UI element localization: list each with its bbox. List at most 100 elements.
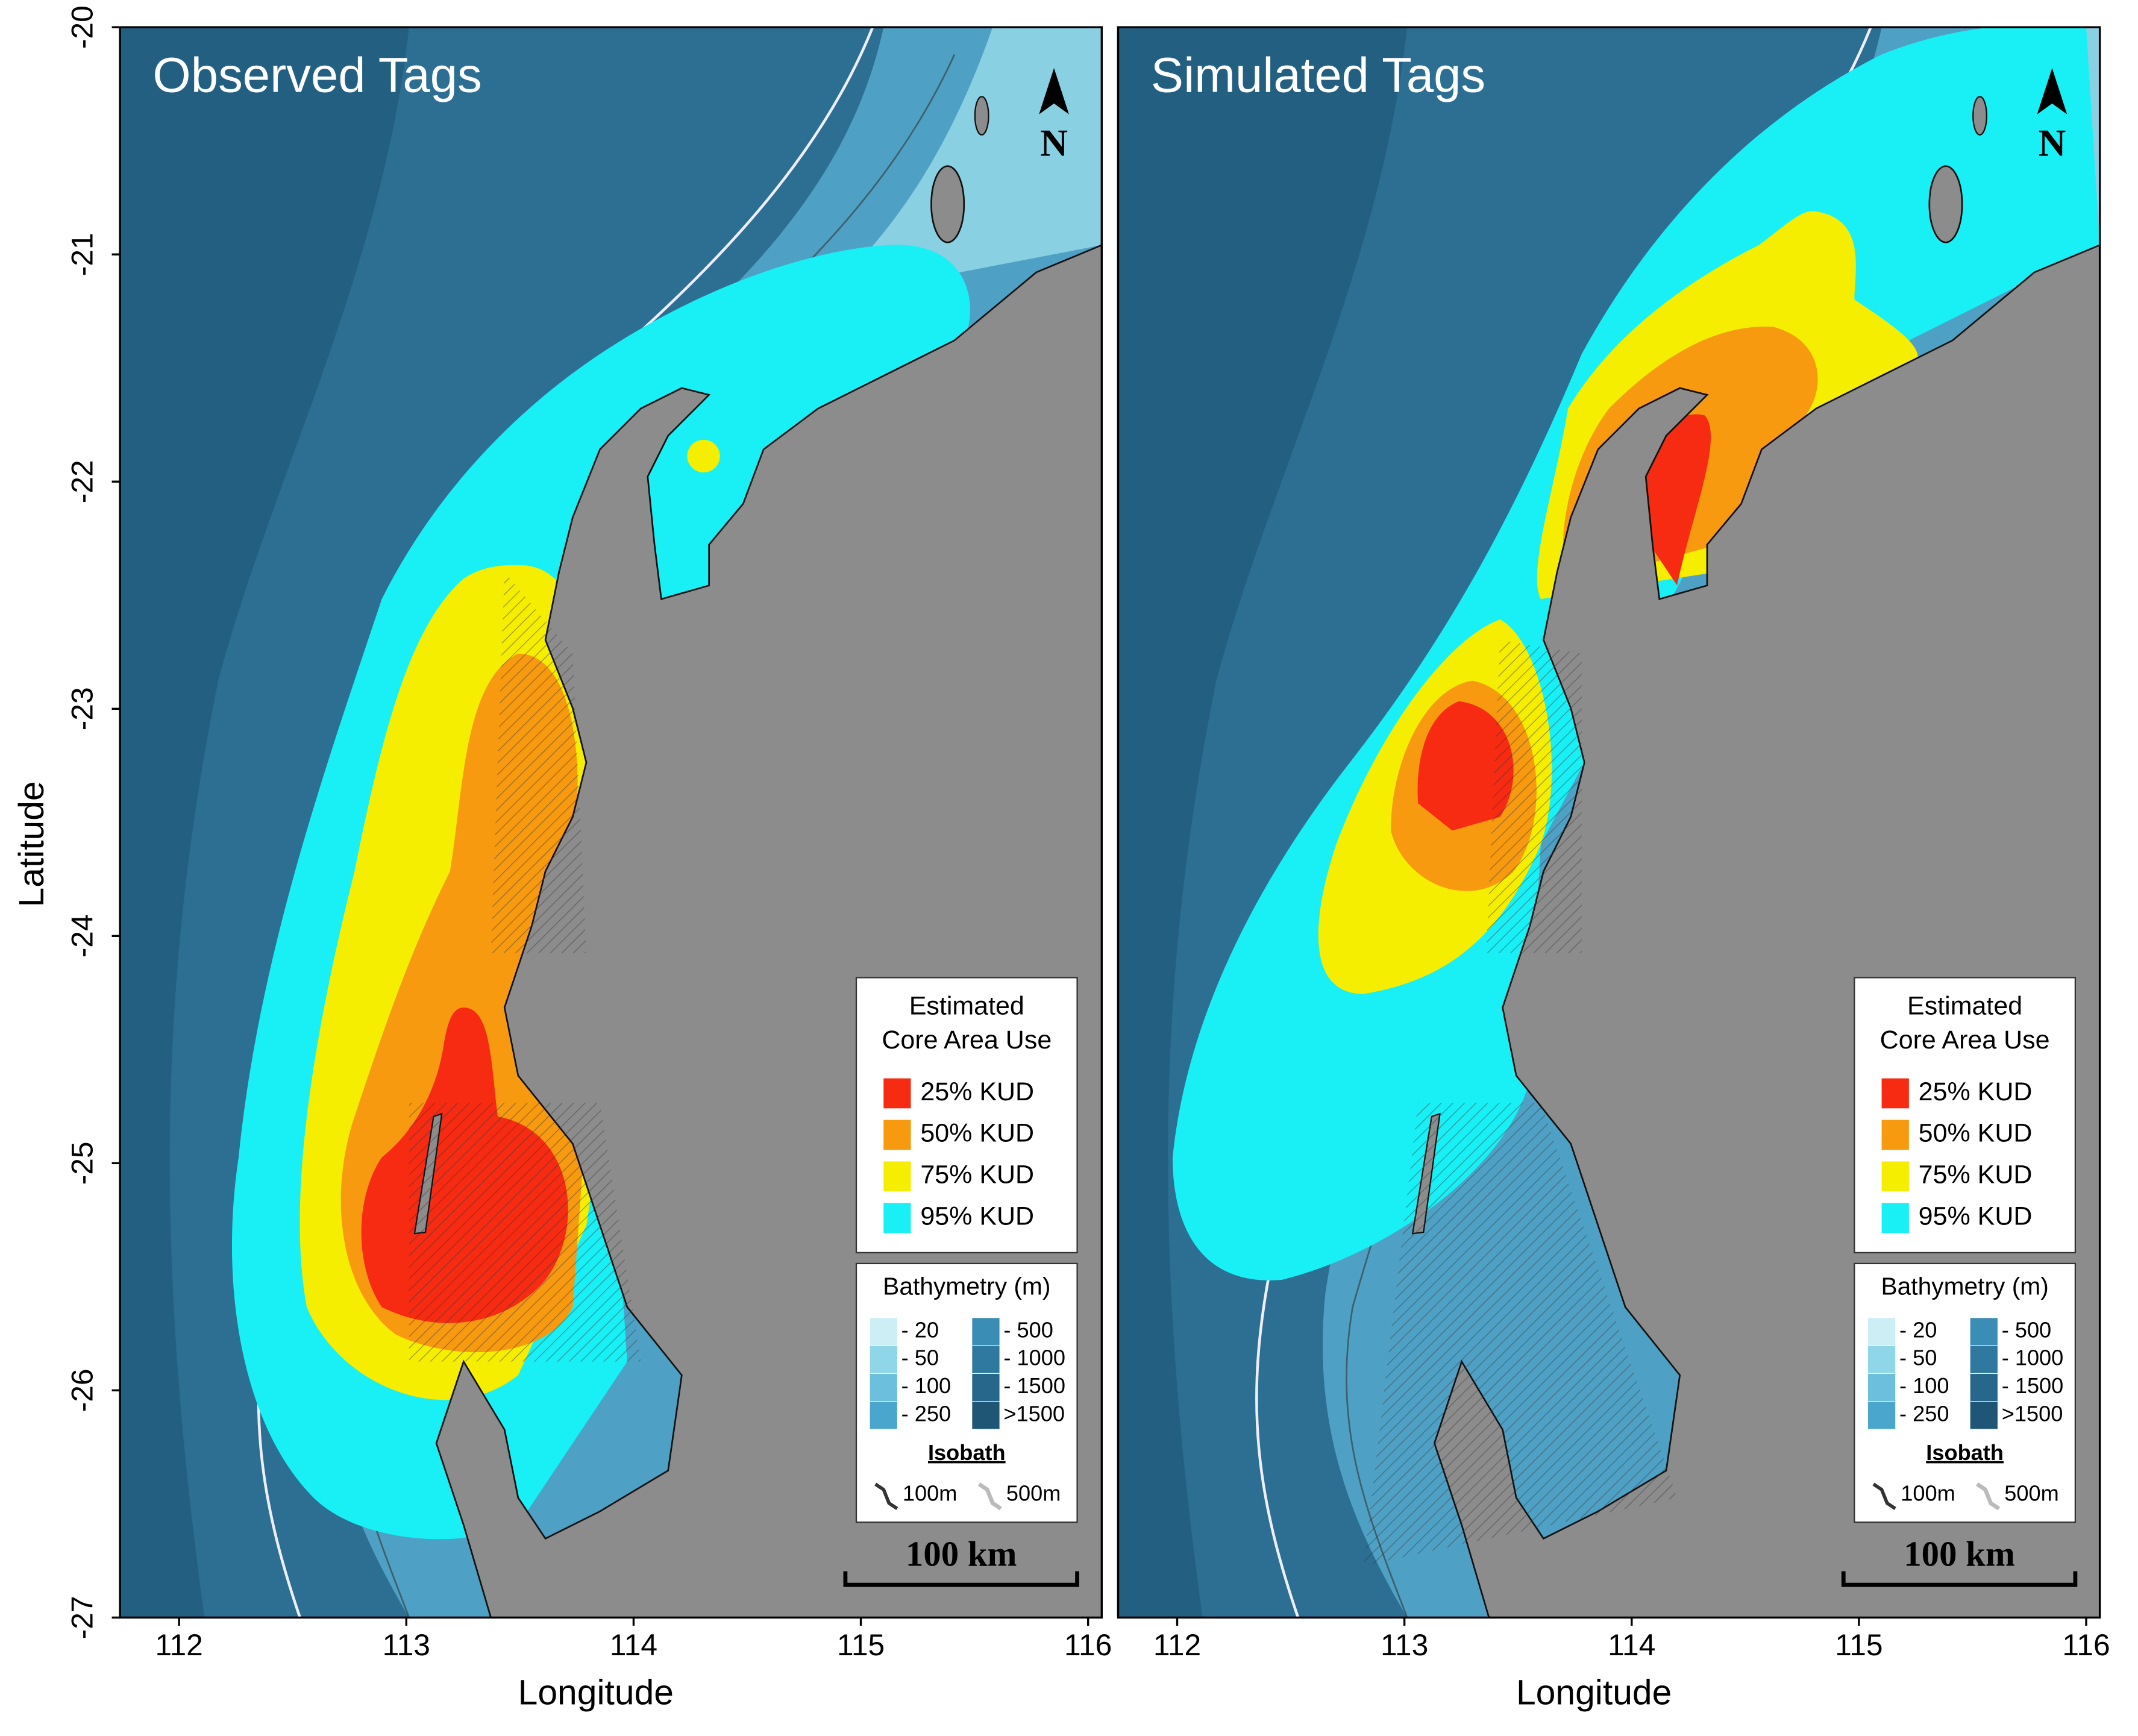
y-tick-label: -26	[65, 1368, 99, 1412]
legend-label: - 100	[901, 1373, 951, 1398]
isobath-label: 500m	[2004, 1481, 2059, 1506]
y-tick-label: -24	[65, 914, 99, 957]
legend-label: - 1500	[1003, 1373, 1065, 1398]
legend-label: - 20	[1899, 1317, 1937, 1342]
legend-label: - 100	[1899, 1373, 1949, 1398]
isobath-label: 100m	[1901, 1481, 1955, 1506]
legend-label: - 1000	[1003, 1346, 1065, 1370]
isobath-title: Isobath	[1926, 1440, 2004, 1465]
legend-swatch	[1970, 1346, 1998, 1373]
y-tick-label: -23	[65, 687, 99, 730]
y-tick-label: -21	[65, 233, 99, 276]
legend-swatch	[870, 1346, 897, 1373]
x-tick-label: 115	[1835, 1628, 1883, 1662]
legend-swatch	[1881, 1120, 1909, 1150]
legend-label: 50% KUD	[920, 1119, 1034, 1148]
map-right	[1118, 27, 2100, 1618]
hatched-area	[409, 572, 641, 1362]
legend-swatch	[883, 1078, 911, 1109]
legend-swatch	[1867, 1373, 1896, 1402]
isobath-symbol	[1976, 1482, 2001, 1511]
legend-label: 95% KUD	[920, 1202, 1034, 1231]
kud-25	[1417, 701, 1514, 831]
legend-label: - 500	[2002, 1317, 2051, 1342]
legend-label: - 250	[901, 1401, 951, 1426]
y-tick-label: -25	[65, 1141, 99, 1185]
legend-label: 25% KUD	[920, 1077, 1034, 1106]
x-axis-label: Longitude	[1516, 1673, 1672, 1712]
legend-label: >1500	[2002, 1401, 2063, 1426]
legend-title: Bathymetry (m)	[883, 1272, 1050, 1300]
x-tick-label: 115	[837, 1628, 885, 1662]
legend-label: - 20	[901, 1317, 939, 1342]
legend-label: 25% KUD	[1919, 1077, 2033, 1106]
legend-label: - 500	[1003, 1317, 1053, 1342]
x-tick-label: 112	[155, 1628, 202, 1662]
legend-swatch	[1881, 1203, 1909, 1233]
legend-swatch	[870, 1373, 897, 1402]
legend-title: Estimated	[909, 991, 1024, 1020]
legend-swatch	[1970, 1402, 1998, 1429]
north-arrow	[2037, 67, 2067, 114]
legend-label: 50% KUD	[1919, 1119, 2033, 1148]
legend-title: Core Area Use	[1880, 1026, 2050, 1054]
scale-bar	[843, 1571, 1079, 1587]
legend-title: Estimated	[1907, 991, 2022, 1020]
north-arrow	[1039, 67, 1069, 114]
legend-label: - 250	[1899, 1401, 1949, 1426]
legend-swatch	[972, 1318, 1000, 1346]
legend-swatch	[883, 1120, 911, 1150]
legend-swatch	[1970, 1318, 1998, 1346]
panel-title: Simulated Tags	[1151, 48, 1485, 103]
legend-swatch	[1867, 1402, 1896, 1429]
y-tick-label: -20	[65, 5, 99, 49]
panel-frame	[1117, 26, 2101, 1619]
legend-label: 75% KUD	[1919, 1161, 2033, 1189]
legend-label: - 1000	[2002, 1346, 2064, 1370]
legend-label: - 50	[901, 1346, 939, 1370]
x-tick-label: 116	[1064, 1628, 1112, 1662]
isobath-label: 100m	[903, 1481, 958, 1506]
legend-label: 75% KUD	[920, 1161, 1034, 1189]
scale-label: 100 km	[1904, 1535, 2015, 1574]
x-tick-label: 114	[610, 1628, 657, 1662]
legend-label: - 50	[1899, 1346, 1937, 1370]
scale-bar	[1841, 1571, 2078, 1587]
legend-swatch	[870, 1402, 897, 1429]
legend-swatch	[1970, 1373, 1998, 1402]
map-left	[120, 27, 1102, 1618]
legend-swatch	[972, 1373, 1000, 1402]
y-tick-label: -27	[65, 1596, 99, 1639]
isobath-symbol	[874, 1482, 898, 1510]
hatched-area	[1363, 640, 1678, 1566]
x-tick-label: 113	[1381, 1628, 1428, 1662]
north-label: N	[2039, 122, 2066, 165]
legend-swatch	[883, 1203, 911, 1233]
legend-swatch	[1881, 1078, 1909, 1109]
x-tick-label: 112	[1153, 1628, 1201, 1662]
legend-swatch	[883, 1161, 911, 1192]
scale-label: 100 km	[906, 1535, 1017, 1574]
isobath-title: Isobath	[928, 1440, 1006, 1465]
x-axis-label: Longitude	[518, 1673, 674, 1712]
north-label: N	[1040, 122, 1068, 165]
isobath-symbol	[1872, 1482, 1896, 1510]
y-axis-label: Latitude	[12, 781, 51, 907]
isobath-label: 500m	[1006, 1481, 1061, 1506]
legend-swatch	[1867, 1346, 1896, 1373]
legend-swatch	[1881, 1161, 1909, 1192]
x-tick-label: 116	[2062, 1628, 2110, 1662]
panel-title: Observed Tags	[152, 48, 481, 103]
legend-label: - 1500	[2002, 1373, 2064, 1398]
legend-swatch	[972, 1346, 1000, 1373]
panel-frame	[119, 26, 1103, 1619]
legend-label: 95% KUD	[1919, 1202, 2033, 1231]
x-tick-label: 113	[383, 1628, 430, 1662]
y-tick-label: -22	[65, 460, 99, 503]
kud-75	[687, 439, 720, 473]
isobath-symbol	[977, 1482, 1002, 1511]
x-tick-label: 114	[1608, 1628, 1655, 1662]
legend-swatch	[870, 1318, 897, 1346]
